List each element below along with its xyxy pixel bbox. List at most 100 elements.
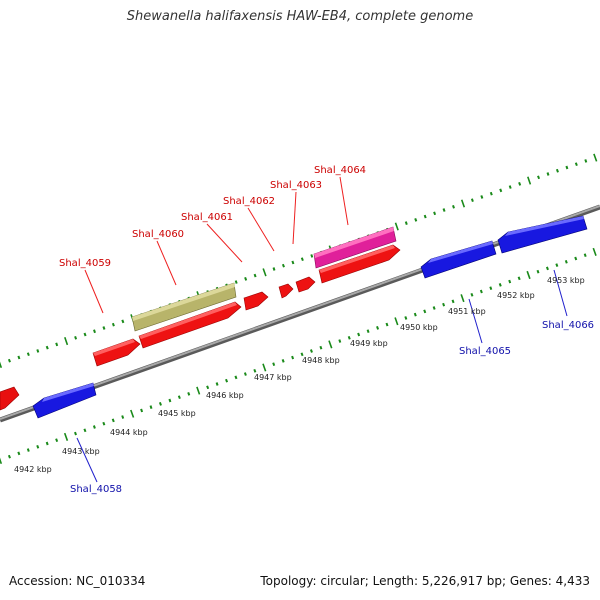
gene-label-shal-4062: Shal_4062	[223, 196, 275, 207]
forward-track-minor-tick	[93, 329, 96, 334]
forward-track-minor-tick	[470, 198, 474, 203]
reverse-track-minor-tick	[555, 263, 559, 267]
gene-shal-4065[interactable]	[420, 240, 497, 279]
forward-track-minor-tick	[83, 332, 87, 337]
reverse-track-minor-tick	[74, 431, 77, 436]
reverse-track-minor-tick	[177, 395, 181, 400]
forward-track-minor-tick	[565, 165, 569, 170]
reverse-track-minor-tick	[215, 382, 219, 386]
forward-track-minor-tick	[102, 326, 106, 330]
forward-track-major-tick	[394, 222, 399, 231]
reverse-track-minor-tick	[574, 256, 578, 261]
forward-track-minor-tick	[574, 162, 578, 167]
reverse-track-major-tick	[394, 317, 399, 326]
forward-track-minor-tick	[36, 349, 40, 353]
forward-track-minor-tick	[489, 191, 493, 196]
forward-track-minor-tick	[480, 195, 484, 199]
reverse-track-major-tick	[196, 386, 201, 395]
reverse-track-minor-tick	[432, 306, 436, 310]
reverse-track-minor-tick	[498, 283, 502, 287]
reverse-track-major-tick	[63, 432, 69, 441]
scale-label-4942: 4942 kbp	[14, 465, 52, 474]
reverse-track-minor-tick	[7, 454, 11, 459]
gene-label-shal-4058: Shal_4058	[70, 484, 122, 495]
genome-title: Shewanella halifaxensis HAW-EB4, complet…	[126, 9, 474, 24]
scale-label-4945: 4945 kbp	[158, 409, 196, 418]
scale-label-4951: 4951 kbp	[448, 307, 486, 316]
forward-track-minor-tick	[111, 322, 115, 327]
gene-shal-4059[interactable]	[92, 338, 141, 367]
reverse-track-minor-tick	[45, 441, 49, 446]
reverse-track-minor-tick	[281, 359, 285, 363]
reverse-track-minor-tick	[17, 451, 21, 456]
forward-track-minor-tick	[555, 168, 559, 173]
reverse-track-minor-tick	[319, 345, 323, 350]
forward-track-minor-tick	[55, 342, 59, 347]
gene-label-shal-4060: Shal_4060	[132, 229, 184, 240]
reverse-track-minor-tick	[347, 335, 351, 340]
reverse-track-ticks	[0, 247, 597, 465]
forward-track-major-tick	[262, 268, 267, 277]
reverse-track-minor-tick	[36, 444, 40, 449]
gene-selected-shal-4064[interactable]	[313, 226, 397, 269]
forward-track-minor-tick	[7, 358, 11, 363]
scale-label-4950: 4950 kbp	[400, 323, 438, 332]
scale-label-4952: 4952 kbp	[497, 291, 535, 300]
reverse-track-minor-tick	[272, 362, 276, 367]
forward-track-minor-tick	[74, 335, 78, 340]
reverse-track-minor-tick	[404, 316, 408, 320]
forward-track-minor-tick	[508, 185, 512, 189]
reverse-track-minor-tick	[376, 325, 380, 330]
gene-shal-4062[interactable]	[278, 283, 294, 299]
repeat-region[interactable]	[131, 282, 237, 332]
gene-shal-4066[interactable]	[497, 215, 588, 254]
forward-track-minor-tick	[499, 188, 503, 193]
reverse-track-major-tick	[130, 409, 135, 418]
reverse-track-minor-tick	[479, 289, 483, 294]
reverse-track-minor-tick	[149, 405, 153, 410]
forward-track-minor-tick	[310, 254, 314, 258]
reverse-track-major-tick	[262, 363, 267, 372]
reverse-track-minor-tick	[206, 385, 210, 390]
scale-label-4944: 4944 kbp	[110, 428, 148, 437]
gene-shal-4058[interactable]	[32, 382, 97, 419]
reverse-track-minor-tick	[366, 329, 370, 334]
reverse-track-minor-tick	[451, 299, 455, 304]
reverse-track-major-tick	[460, 294, 465, 303]
forward-track-minor-tick	[281, 263, 285, 268]
forward-track-minor-tick	[452, 204, 455, 209]
reverse-track-minor-tick	[536, 269, 540, 274]
reverse-track-minor-tick	[545, 266, 549, 271]
forward-track-minor-tick	[253, 273, 257, 278]
gene-shal-4063[interactable]	[295, 276, 316, 293]
reverse-track-minor-tick	[300, 352, 304, 357]
gene-fwd-left-edge[interactable]	[0, 386, 20, 411]
forward-track-major-tick	[527, 176, 532, 185]
reverse-track-major-tick	[328, 340, 333, 349]
forward-track-major-tick	[460, 199, 466, 208]
reverse-track-minor-tick	[564, 259, 568, 264]
reverse-track-minor-tick	[243, 372, 247, 376]
forward-track-major-tick	[64, 337, 69, 346]
scale-label-4948: 4948 kbp	[302, 356, 340, 365]
gene-shal-4064[interactable]	[318, 244, 401, 284]
reverse-track-minor-tick	[140, 408, 144, 413]
reverse-track-minor-tick	[413, 312, 417, 317]
reverse-track-minor-tick	[158, 401, 162, 406]
scale-label-4943: 4943 kbp	[62, 447, 100, 456]
reverse-track-minor-tick	[111, 418, 115, 423]
gene-shal-4061[interactable]	[243, 291, 269, 311]
forward-track-minor-tick	[291, 260, 295, 265]
scale-label-4953: 4953 kbp	[547, 276, 585, 285]
forward-track-minor-tick	[121, 319, 125, 324]
reverse-track-minor-tick	[508, 279, 512, 284]
forward-track-minor-tick	[442, 208, 446, 212]
forward-track-minor-tick	[26, 352, 30, 357]
reverse-track-minor-tick	[253, 368, 257, 373]
forward-track-minor-tick	[45, 345, 49, 350]
gene-label-shal-4066: Shal_4066	[542, 320, 594, 331]
gene-shal-4060[interactable]	[138, 301, 242, 349]
reverse-track-minor-tick	[55, 438, 59, 443]
gene-label-shal-4064: Shal_4064	[314, 165, 366, 176]
